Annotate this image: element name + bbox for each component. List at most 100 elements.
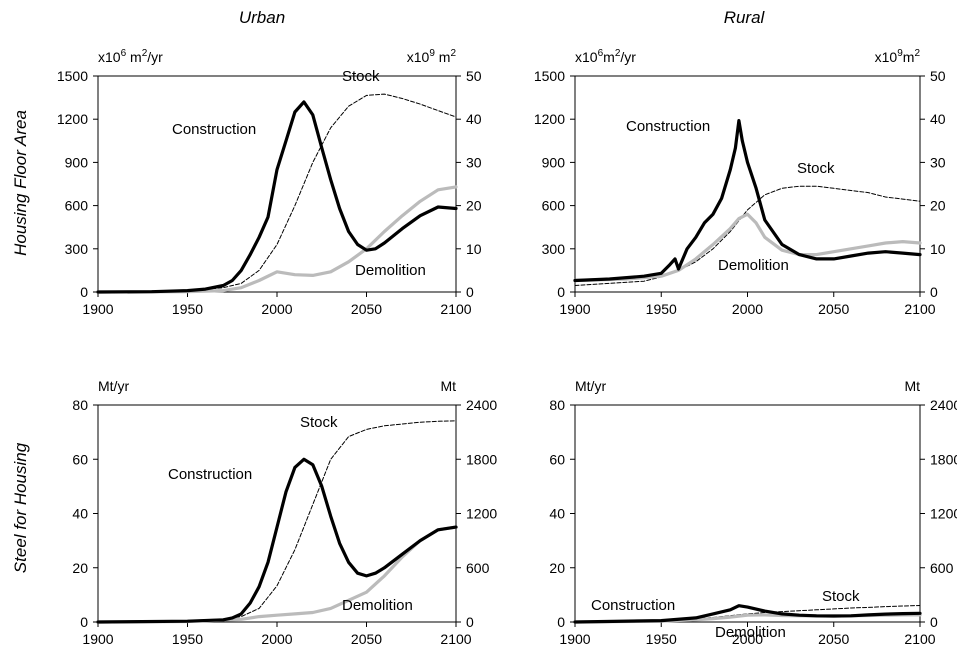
y-tick-label: 1500 — [534, 68, 565, 84]
y-tick-label: 80 — [72, 397, 88, 413]
x-tick-label: 2050 — [351, 631, 382, 647]
y2-tick-label: 0 — [930, 284, 938, 300]
y2-tick-label: 600 — [466, 560, 490, 576]
y-tick-label: 600 — [65, 198, 89, 214]
y-tick-label: 0 — [80, 284, 88, 300]
y-tick-label: 20 — [72, 560, 88, 576]
y2-tick-label: 50 — [930, 68, 946, 84]
y2-tick-label: 600 — [930, 560, 954, 576]
x-tick-label: 1950 — [646, 301, 677, 317]
y-tick-label: 60 — [72, 451, 88, 467]
right-unit-label: Mt — [904, 378, 920, 394]
column-title-urban: Urban — [239, 8, 285, 27]
y-tick-label: 600 — [542, 198, 566, 214]
y-tick-label: 900 — [542, 154, 566, 170]
y2-tick-label: 30 — [466, 154, 482, 170]
x-tick-label: 1900 — [82, 301, 113, 317]
y2-tick-label: 2400 — [930, 397, 957, 413]
series-line-demolition — [96, 185, 458, 294]
x-tick-label: 2000 — [732, 631, 763, 647]
y2-tick-label: 30 — [930, 154, 946, 170]
x-tick-label: 2100 — [904, 301, 935, 317]
right-unit-label: x109m2 — [875, 48, 921, 65]
x-tick-label: 2050 — [818, 301, 849, 317]
series-line-construction — [96, 457, 458, 624]
plot-frame — [97, 404, 457, 623]
y-tick-label: 900 — [65, 154, 89, 170]
annotation-construction: Construction — [591, 597, 675, 614]
x-tick-label: 2000 — [261, 301, 292, 317]
x-tick-label: 2100 — [440, 301, 471, 317]
y2-tick-label: 40 — [466, 111, 482, 127]
annotation-demolition: Demolition — [718, 257, 789, 274]
x-tick-label: 2100 — [904, 631, 935, 647]
x-tick-label: 2000 — [261, 631, 292, 647]
y-tick-label: 60 — [549, 451, 565, 467]
x-tick-label: 1900 — [559, 631, 590, 647]
y-tick-label: 300 — [542, 241, 566, 257]
annotation-stock: Stock — [797, 160, 835, 177]
x-tick-label: 1900 — [82, 631, 113, 647]
series-line-construction — [573, 604, 922, 624]
annotation-stock: Stock — [822, 588, 860, 605]
y-tick-label: 80 — [549, 397, 565, 413]
plot-frame — [97, 75, 457, 293]
y2-tick-label: 20 — [466, 198, 482, 214]
right-unit-label: x109 m2 — [407, 48, 457, 65]
y-tick-label: 0 — [80, 614, 88, 630]
right-unit-label: Mt — [440, 378, 456, 394]
x-tick-label: 2000 — [732, 301, 763, 317]
left-unit-label: Mt/yr — [575, 378, 606, 394]
annotation-demolition: Demolition — [342, 597, 413, 614]
y-tick-label: 300 — [65, 241, 89, 257]
y-tick-label: 20 — [549, 560, 565, 576]
y2-tick-label: 0 — [930, 614, 938, 630]
y2-tick-label: 2400 — [466, 397, 497, 413]
y2-tick-label: 40 — [930, 111, 946, 127]
annotation-construction: Construction — [626, 118, 710, 135]
y2-tick-label: 10 — [930, 241, 946, 257]
x-tick-label: 1900 — [559, 301, 590, 317]
panel-floor-urban: 1900 1950 2000 2050 210003006009001200150001… — [57, 48, 482, 317]
y-tick-label: 1200 — [57, 111, 88, 127]
y-tick-label: 1200 — [534, 111, 565, 127]
y2-tick-label: 0 — [466, 614, 474, 630]
y-tick-label: 0 — [557, 284, 565, 300]
annotation-construction: Construction — [172, 121, 256, 138]
x-tick-label: 2100 — [440, 631, 471, 647]
y2-tick-label: 10 — [466, 241, 482, 257]
y-tick-label: 40 — [549, 506, 565, 522]
column-title-rural: Rural — [724, 8, 766, 27]
y2-tick-label: 1200 — [466, 506, 497, 522]
annotation-stock: Stock — [342, 68, 380, 85]
panel-floor-rural: 1900 1950 2000 2050 210003006009001200150001… — [534, 48, 946, 317]
series-line-demolition — [573, 212, 922, 283]
y2-tick-label: 50 — [466, 68, 482, 84]
series-line-construction — [96, 100, 458, 294]
x-tick-label: 2050 — [818, 631, 849, 647]
y2-tick-label: 0 — [466, 284, 474, 300]
panel-steel-rural: 1900195020002050210002040608006001200180… — [549, 378, 957, 647]
left-unit-label: x106m2/yr — [575, 48, 636, 65]
y-tick-label: 1500 — [57, 68, 88, 84]
left-unit-label: Mt/yr — [98, 378, 129, 394]
y2-tick-label: 20 — [930, 198, 946, 214]
left-unit-label: x106 m2/yr — [98, 48, 163, 65]
annotation-stock: Stock — [300, 414, 338, 431]
y2-tick-label: 1800 — [930, 451, 957, 467]
annotation-construction: Construction — [168, 466, 252, 483]
row-title-floor-area: Housing Floor Area — [11, 110, 30, 256]
annotation-demolition: Demolition — [715, 624, 786, 641]
y-tick-label: 0 — [557, 614, 565, 630]
x-tick-label: 1950 — [646, 631, 677, 647]
annotation-demolition: Demolition — [355, 262, 426, 279]
panel-steel-urban: 1900 1950 2000 2050 210002040608006001200180… — [72, 378, 497, 647]
x-tick-label: 1950 — [172, 631, 203, 647]
x-tick-label: 1950 — [172, 301, 203, 317]
y2-tick-label: 1800 — [466, 451, 497, 467]
y2-tick-label: 1200 — [930, 506, 957, 522]
y-tick-label: 40 — [72, 506, 88, 522]
row-title-steel: Steel for Housing — [11, 442, 30, 573]
plot-frame — [574, 404, 921, 623]
